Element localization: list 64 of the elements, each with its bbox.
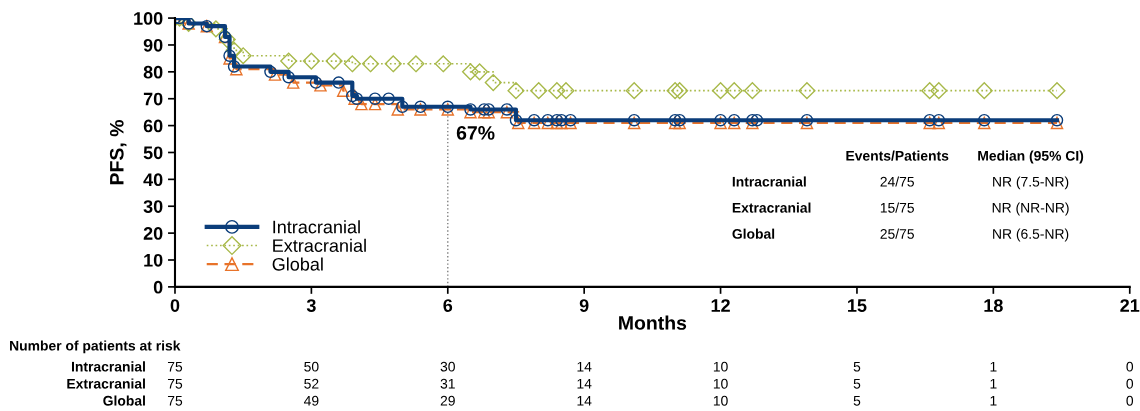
- annotation: NR (7.5-NR): [993, 176, 1069, 190]
- text: 30: [440, 361, 455, 372]
- text: 10: [713, 395, 728, 406]
- text: 0: [1126, 378, 1134, 389]
- y-tick-label: 50: [143, 146, 163, 160]
- annotation: 25/75: [880, 228, 914, 239]
- y-tick-label: 60: [143, 119, 163, 133]
- annotation: NR (6.5-NR): [993, 228, 1069, 242]
- text: 75: [167, 395, 183, 406]
- text: 75: [167, 378, 183, 389]
- y-tick-label: 80: [143, 65, 163, 79]
- text: 1: [990, 361, 997, 372]
- text: 29: [440, 395, 455, 406]
- text: 5: [853, 378, 861, 389]
- y-tick-label: 100: [134, 12, 163, 25]
- legend-label: Extracranial: [273, 238, 366, 253]
- text: Global: [103, 395, 145, 406]
- text: 1: [990, 378, 997, 389]
- text: 52: [304, 378, 319, 389]
- x-tick-label: 15: [848, 299, 867, 312]
- annotation: Median (95% CI): [978, 150, 1084, 164]
- x-tick-label: 12: [711, 299, 730, 312]
- y-axis-title: PFS, %: [109, 120, 127, 185]
- y-tick-label: 10: [144, 253, 163, 267]
- y-tick-label: 40: [143, 173, 163, 187]
- text: Extracranial: [67, 378, 145, 389]
- x-tick-label: 3: [306, 299, 316, 312]
- annotation: Global: [732, 228, 775, 239]
- text: 14: [577, 395, 592, 406]
- y-tick-label: 0: [153, 280, 163, 294]
- text: 14: [577, 361, 592, 372]
- x-tick-label: 0: [170, 299, 180, 312]
- annotation: NR (NR-NR): [992, 202, 1069, 216]
- y-tick-label: 30: [143, 200, 163, 213]
- annotation: 67%: [456, 126, 495, 140]
- text: 14: [577, 378, 592, 389]
- legend-label: Intracranial: [273, 220, 360, 234]
- annotation: Events/Patients: [846, 150, 949, 161]
- text: 5: [853, 395, 861, 406]
- x-axis-title: Months: [619, 315, 687, 330]
- x-tick-label: 18: [984, 299, 1003, 312]
- text: 10: [713, 378, 728, 389]
- legend-label: Global: [272, 257, 323, 271]
- y-tick-label: 20: [143, 227, 163, 240]
- text: 10: [713, 361, 728, 372]
- annotation: 15/75: [880, 202, 914, 213]
- text: 0: [1126, 395, 1134, 406]
- text: Intracranial: [71, 361, 145, 372]
- text: 0: [1126, 361, 1134, 372]
- y-tick-label: 90: [143, 38, 163, 52]
- text: 49: [303, 395, 319, 406]
- text: 50: [304, 361, 319, 372]
- x-tick-label: 21: [1120, 299, 1140, 312]
- annotation: Intracranial: [732, 176, 806, 187]
- x-tick-label: 9: [579, 299, 589, 312]
- text: 1: [990, 395, 997, 406]
- annotation: 24/75: [880, 176, 914, 187]
- text: Number of patients at risk: [10, 340, 181, 354]
- text: 5: [853, 361, 861, 372]
- y-tick-label: 70: [143, 92, 163, 106]
- text: 75: [167, 361, 183, 372]
- text: 31: [440, 378, 455, 389]
- annotation: Extracranial: [732, 202, 811, 213]
- x-tick-label: 6: [443, 299, 453, 312]
